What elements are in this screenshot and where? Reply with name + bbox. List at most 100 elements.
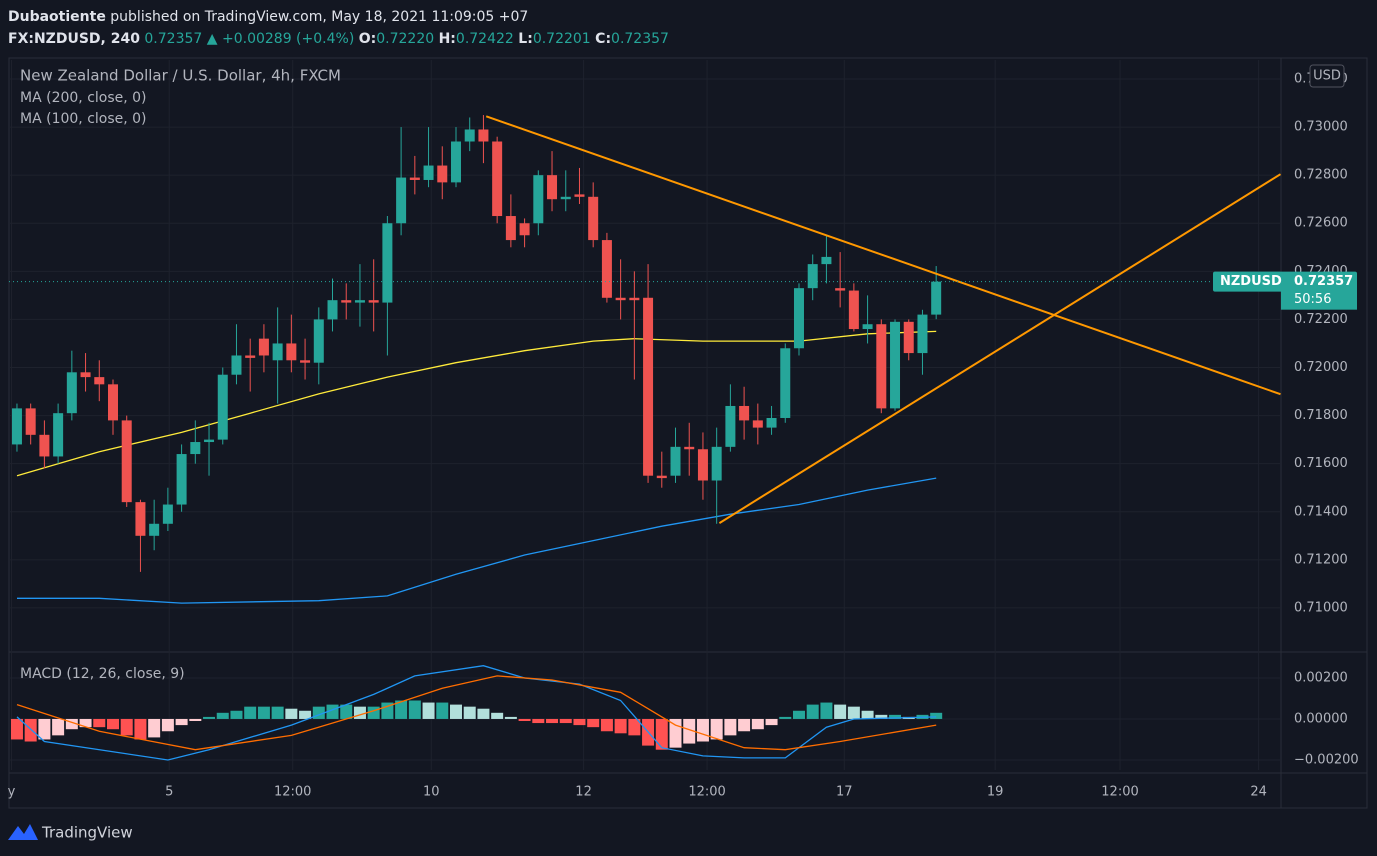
histogram-bar (436, 702, 449, 719)
candle-body (739, 405, 750, 421)
symbol-line: FX:NZDUSD, 240 0.72357 ▲ +0.00289 (+0.4%… (8, 28, 669, 50)
histogram-bar (628, 718, 641, 736)
histogram-bar (889, 714, 902, 719)
histogram-bar (724, 718, 737, 736)
close: 0.72357 (611, 31, 669, 47)
frame (8, 57, 1368, 809)
candle-body (382, 223, 393, 303)
histogram-bar (79, 718, 92, 728)
candle-body (903, 321, 914, 354)
histogram-bar (738, 718, 751, 732)
candle-body (190, 442, 201, 455)
histogram-bar (285, 708, 298, 719)
histogram-bar (792, 710, 805, 719)
h: H: (438, 31, 456, 47)
y-tick-label: 0.00000 (1294, 711, 1348, 726)
candle-body (793, 288, 804, 349)
currency-box (1309, 64, 1345, 88)
candle-body (327, 300, 338, 320)
ma-line (17, 477, 937, 604)
histogram-bar (930, 712, 943, 719)
price-tag-box (1213, 271, 1357, 292)
histogram-bar (148, 718, 161, 738)
histogram-bar (244, 706, 257, 719)
histogram-bar (52, 718, 65, 736)
histogram-bar (367, 706, 380, 719)
histogram-bar (477, 708, 490, 719)
candle-body (766, 417, 777, 428)
candle-body (752, 420, 763, 428)
histogram-bar (751, 718, 764, 730)
histogram-bar (518, 718, 531, 722)
candle-body (121, 420, 132, 503)
histogram-bar (134, 718, 147, 740)
x-tick-label: 12 (575, 785, 592, 800)
candle-body (835, 288, 846, 291)
histogram-bar (38, 718, 51, 740)
legend-ma200: MA (200, close, 0) (20, 90, 147, 106)
candle-body (711, 446, 722, 481)
candle-body (697, 449, 708, 481)
published: published on TradingView.com, May 18, 20… (110, 9, 529, 25)
x-tick-label: y (8, 785, 16, 800)
candle-body (300, 360, 311, 363)
candle-body (629, 297, 640, 301)
labels: New Zealand Dollar / U.S. Dollar, 4h, FX… (8, 64, 1359, 800)
histogram-bar (847, 706, 860, 719)
y-tick-label: 0.72800 (1294, 168, 1348, 183)
candle-body (409, 177, 420, 180)
histogram-bar (65, 718, 78, 730)
candle-body (272, 343, 283, 361)
ma-line (16, 330, 937, 477)
candle-body (547, 175, 558, 200)
histogram-bar (546, 718, 559, 724)
candle-body (423, 165, 434, 180)
countdown-box (1281, 289, 1357, 310)
histogram-bar (449, 704, 462, 719)
y-tick-label: 0.71200 (1294, 552, 1348, 567)
histogram-bar (257, 706, 270, 719)
histogram-bar (765, 718, 778, 726)
candle-body (505, 216, 516, 241)
x-tick-label: 12:00 (274, 785, 311, 800)
histogram-bar (24, 718, 37, 742)
histogram-bar (463, 706, 476, 719)
c: C: (595, 31, 612, 47)
candle-body (876, 324, 887, 409)
candle-body (286, 343, 297, 361)
histogram-bar (696, 718, 709, 742)
y-tick-label: 0.00200 (1294, 670, 1348, 685)
candle-body (450, 141, 461, 183)
x-tick-label: 17 (836, 785, 853, 800)
candle-body (917, 314, 928, 354)
trendline (718, 173, 1282, 524)
candle-body (862, 324, 873, 330)
candle-body (601, 240, 612, 298)
x-tick-label: 12:00 (688, 785, 725, 800)
histogram-bar (120, 718, 133, 736)
candle-body (848, 290, 859, 330)
candle-body (437, 165, 448, 183)
y-tick-label: 0.72200 (1294, 312, 1348, 327)
histogram-bar (422, 702, 435, 719)
histogram-bar (834, 704, 847, 719)
histogram-bar (161, 718, 174, 732)
y-tick-label: 0.72600 (1294, 216, 1348, 231)
macd-line (16, 675, 937, 751)
histogram-bar (614, 718, 627, 734)
price-tag-value: 0.72357 (1294, 274, 1353, 289)
y-tick-label: 0.71600 (1294, 456, 1348, 471)
histogram-bar (710, 718, 723, 740)
x-tick-label: 12:00 (1101, 785, 1138, 800)
x-tick-label: 10 (423, 785, 440, 800)
candle-body (25, 408, 36, 435)
logo (8, 824, 38, 840)
open: 0.72220 (376, 31, 435, 47)
brand-name: TradingView (41, 824, 133, 842)
change: +0.00289 (+0.4%) (221, 31, 355, 47)
low: 0.72201 (532, 31, 591, 47)
candle-body (231, 355, 242, 375)
candle-body (258, 338, 269, 356)
